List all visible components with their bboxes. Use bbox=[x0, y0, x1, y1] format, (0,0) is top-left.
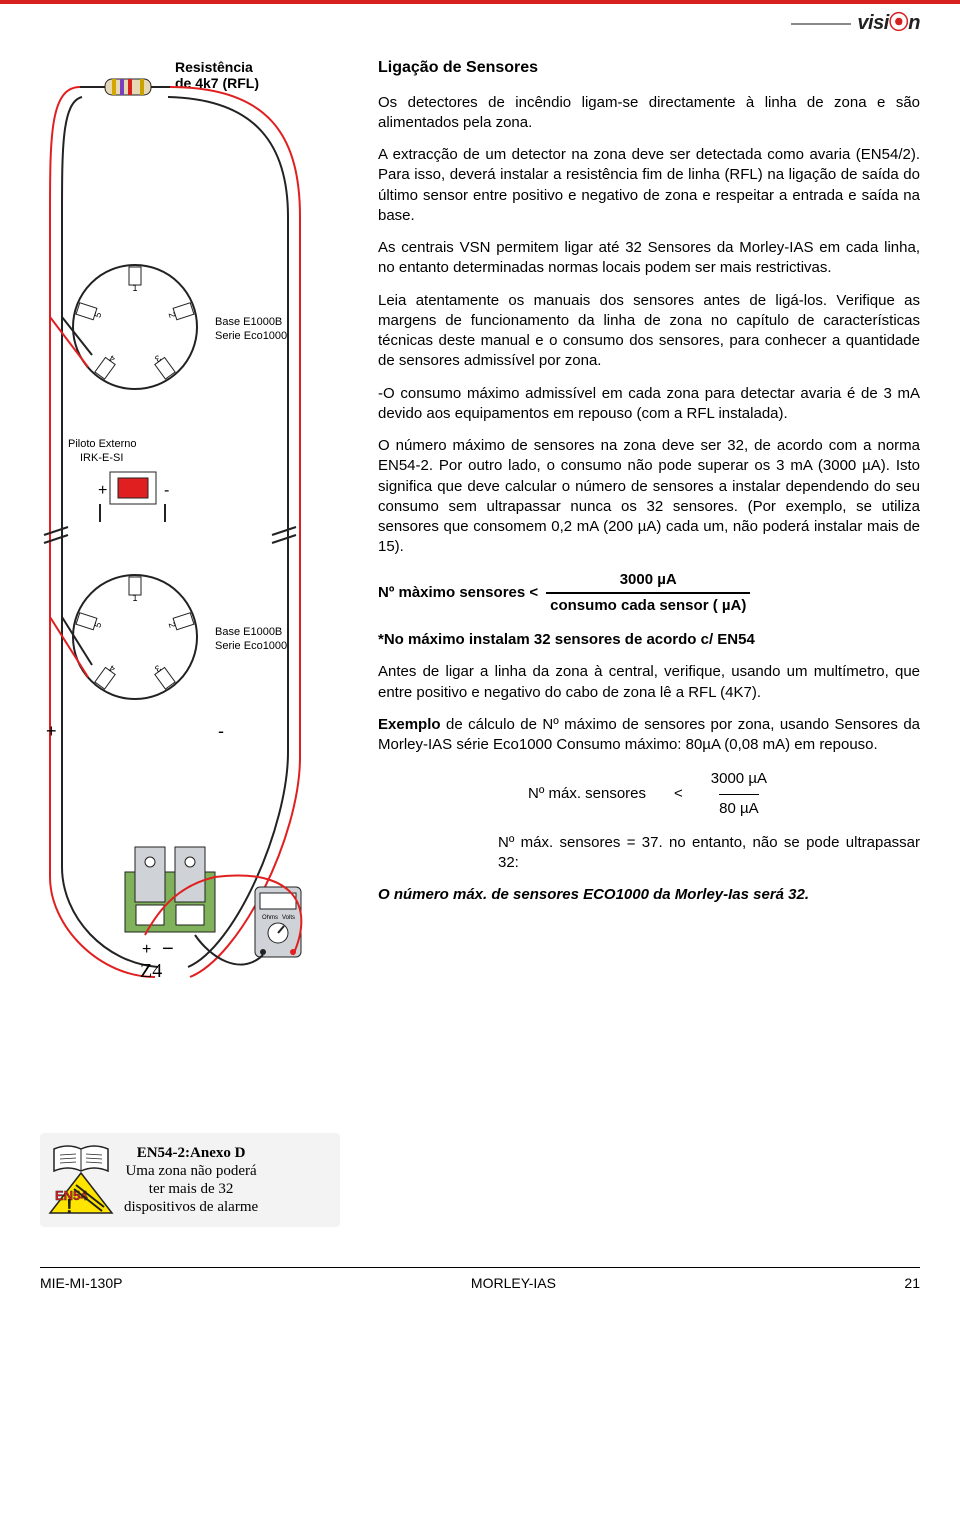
calc-fraction: 3000 µA 80 µA bbox=[711, 769, 767, 819]
para-11: O número máx. de sensores ECO1000 da Mor… bbox=[378, 885, 920, 905]
header: visi⦿n bbox=[40, 10, 920, 37]
para-10: Nº máx. sensores = 37. no entanto, não s… bbox=[498, 833, 920, 874]
svg-text:−: − bbox=[162, 938, 174, 960]
para-1: Os detectores de incêndio ligam-se direc… bbox=[378, 93, 920, 134]
formula-fraction: 3000 µA consumo cada sensor ( µA) bbox=[546, 570, 750, 617]
page-title: Ligação de Sensores bbox=[378, 57, 920, 79]
svg-text:+: + bbox=[46, 721, 57, 741]
formula-den: consumo cada sensor ( µA) bbox=[546, 592, 750, 616]
detector-base-2: 1 2 3 4 5 bbox=[73, 575, 197, 699]
wiring-diagram: Resistência de 4k7 (RFL) bbox=[40, 57, 360, 1227]
svg-text:+: + bbox=[98, 482, 107, 499]
book-warning-icon: EN54 ! bbox=[46, 1143, 116, 1217]
para-8: Antes de ligar a linha da zona à central… bbox=[378, 662, 920, 703]
wire-negative bbox=[62, 97, 288, 967]
svg-text:-: - bbox=[164, 482, 169, 499]
footer: MIE-MI-130P MORLEY-IAS 21 bbox=[40, 1267, 920, 1293]
svg-text:Volts: Volts bbox=[282, 915, 295, 921]
para-7: *No máximo instalam 32 sensores de acord… bbox=[378, 630, 920, 650]
footer-center: MORLEY-IAS bbox=[471, 1274, 556, 1293]
logo-prefix: visi bbox=[857, 12, 888, 34]
formula: Nº màximo sensores < 3000 µA consumo cad… bbox=[378, 570, 920, 617]
zone-label: Z4 bbox=[140, 960, 162, 982]
svg-text:+: + bbox=[142, 941, 151, 958]
en54-note: EN54 ! EN54-2: bbox=[40, 1133, 340, 1227]
calc-label: Nº máx. sensores bbox=[528, 784, 646, 804]
formula-num: 3000 µA bbox=[616, 570, 681, 592]
logo-suffix: n bbox=[908, 12, 920, 34]
panel-terminal-icon: + − Z4 bbox=[125, 847, 215, 982]
resistor-label-2: de 4k7 (RFL) bbox=[175, 75, 259, 91]
example-label: Exemplo bbox=[378, 716, 441, 733]
formula-label: Nº màximo sensores < bbox=[378, 583, 538, 603]
svg-text:1: 1 bbox=[132, 593, 137, 603]
detector-base-1: 1 2 3 4 5 bbox=[73, 265, 197, 389]
logo-eye-icon: ⦿ bbox=[889, 12, 909, 34]
svg-text:!: ! bbox=[66, 1196, 73, 1217]
para-6: O número máximo de sensores na zona deve… bbox=[378, 436, 920, 558]
calc-num: 3000 µA bbox=[711, 769, 767, 793]
example-text: de cálculo de Nº máximo de sensores por … bbox=[378, 716, 920, 753]
note-line-2: ter mais de 32 bbox=[124, 1180, 258, 1198]
diagram-svg: Resistência de 4k7 (RFL) bbox=[40, 57, 360, 1057]
calc-den: 80 µA bbox=[719, 794, 759, 819]
base1-label-1: Base E1000B bbox=[215, 316, 282, 328]
para-3: As centrais VSN permitem ligar até 32 Se… bbox=[378, 238, 920, 279]
resistor-label-1: Resistência bbox=[175, 59, 253, 75]
note-heading: EN54-2:Anexo D bbox=[124, 1144, 258, 1162]
base1-label-2: Serie Eco1000 bbox=[215, 330, 287, 342]
base2-label-2: Serie Eco1000 bbox=[215, 640, 287, 652]
svg-text:-: - bbox=[218, 721, 224, 741]
pilot-led-icon: + - bbox=[98, 472, 169, 522]
note-text: EN54-2:Anexo D Uma zona não poderá ter m… bbox=[124, 1144, 258, 1216]
pilot-label-2: IRK-E-SI bbox=[80, 452, 123, 464]
base2-label-1: Base E1000B bbox=[215, 626, 282, 638]
para-5: -O consumo máximo admissível em cada zon… bbox=[378, 384, 920, 425]
svg-text:1: 1 bbox=[132, 283, 137, 293]
para-2: A extracção de um detector na zona deve … bbox=[378, 145, 920, 226]
svg-text:Ohms: Ohms bbox=[262, 915, 278, 921]
footer-left: MIE-MI-130P bbox=[40, 1274, 122, 1293]
logo: visi⦿n bbox=[857, 10, 920, 37]
calc-lt: < bbox=[674, 784, 683, 804]
footer-right: 21 bbox=[904, 1274, 920, 1293]
para-4: Leia atentamente os manuais dos sensores… bbox=[378, 291, 920, 372]
pilot-label-1: Piloto Externo bbox=[68, 438, 136, 450]
calc-block: Nº máx. sensores < 3000 µA 80 µA bbox=[528, 769, 920, 819]
body-text: Ligação de Sensores Os detectores de inc… bbox=[378, 57, 920, 1227]
note-line-1: Uma zona não poderá bbox=[124, 1162, 258, 1180]
note-line-3: dispositivos de alarme bbox=[124, 1198, 258, 1216]
header-line bbox=[791, 23, 851, 25]
wire-positive bbox=[50, 87, 300, 977]
para-9: Exemplo de cálculo de Nº máximo de senso… bbox=[378, 715, 920, 756]
resistor-icon bbox=[80, 79, 170, 95]
